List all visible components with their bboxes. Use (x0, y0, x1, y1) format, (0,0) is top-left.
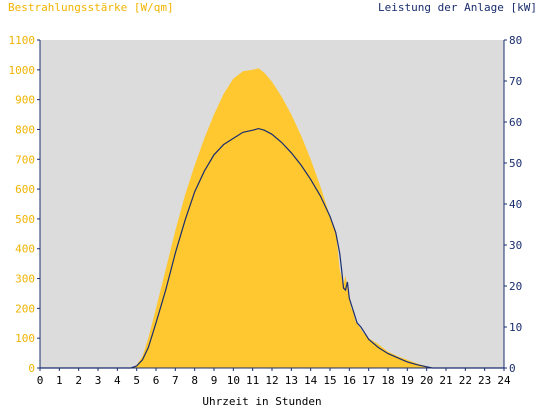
left-tick-label: 900 (15, 94, 35, 107)
left-tick-label: 300 (15, 273, 35, 286)
axes-layer: 0100200300400500600700800900100011000102… (9, 34, 523, 387)
x-tick-label: 7 (172, 374, 179, 387)
left-tick-label: 500 (15, 213, 35, 226)
left-tick-label: 200 (15, 302, 35, 315)
left-tick-label: 800 (15, 123, 35, 136)
left-axis-title: Bestrahlungsstärke [W/qm] (8, 1, 174, 14)
x-tick-label: 14 (304, 374, 318, 387)
x-tick-label: 2 (75, 374, 82, 387)
x-tick-label: 19 (401, 374, 414, 387)
left-tick-label: 1100 (9, 34, 36, 47)
x-tick-label: 24 (497, 374, 511, 387)
right-tick-label: 20 (509, 280, 522, 293)
x-tick-label: 9 (211, 374, 218, 387)
left-tick-label: 100 (15, 332, 35, 345)
x-tick-label: 8 (191, 374, 198, 387)
x-tick-label: 22 (459, 374, 472, 387)
irradiance-area (40, 68, 504, 369)
right-tick-label: 10 (509, 321, 522, 334)
right-tick-label: 70 (509, 75, 522, 88)
x-tick-label: 16 (343, 374, 356, 387)
left-tick-label: 400 (15, 243, 35, 256)
x-tick-label: 11 (246, 374, 259, 387)
right-tick-label: 80 (509, 34, 522, 47)
x-tick-label: 10 (227, 374, 240, 387)
right-tick-label: 30 (509, 239, 522, 252)
left-tick-label: 700 (15, 153, 35, 166)
right-tick-label: 0 (509, 362, 516, 375)
right-tick-label: 40 (509, 198, 522, 211)
x-tick-label: 6 (153, 374, 160, 387)
x-tick-label: 23 (478, 374, 491, 387)
x-tick-label: 1 (56, 374, 63, 387)
x-tick-label: 4 (114, 374, 121, 387)
x-tick-label: 21 (439, 374, 452, 387)
series-layer (40, 68, 504, 369)
x-tick-label: 5 (133, 374, 140, 387)
right-tick-label: 50 (509, 157, 522, 170)
left-tick-label: 1000 (9, 64, 36, 77)
x-tick-label: 12 (265, 374, 278, 387)
x-tick-label: 0 (37, 374, 44, 387)
x-tick-label: 3 (95, 374, 102, 387)
x-axis-label: Uhrzeit in Stunden (202, 395, 321, 408)
right-axis-title: Leistung der Anlage [kW] (378, 1, 537, 14)
x-tick-label: 15 (323, 374, 336, 387)
x-tick-label: 17 (362, 374, 375, 387)
x-tick-label: 20 (420, 374, 433, 387)
right-tick-label: 60 (509, 116, 522, 129)
left-tick-label: 0 (28, 362, 35, 375)
left-tick-label: 600 (15, 183, 35, 196)
x-tick-label: 13 (285, 374, 298, 387)
power-line (40, 127, 504, 369)
x-tick-label: 18 (381, 374, 394, 387)
